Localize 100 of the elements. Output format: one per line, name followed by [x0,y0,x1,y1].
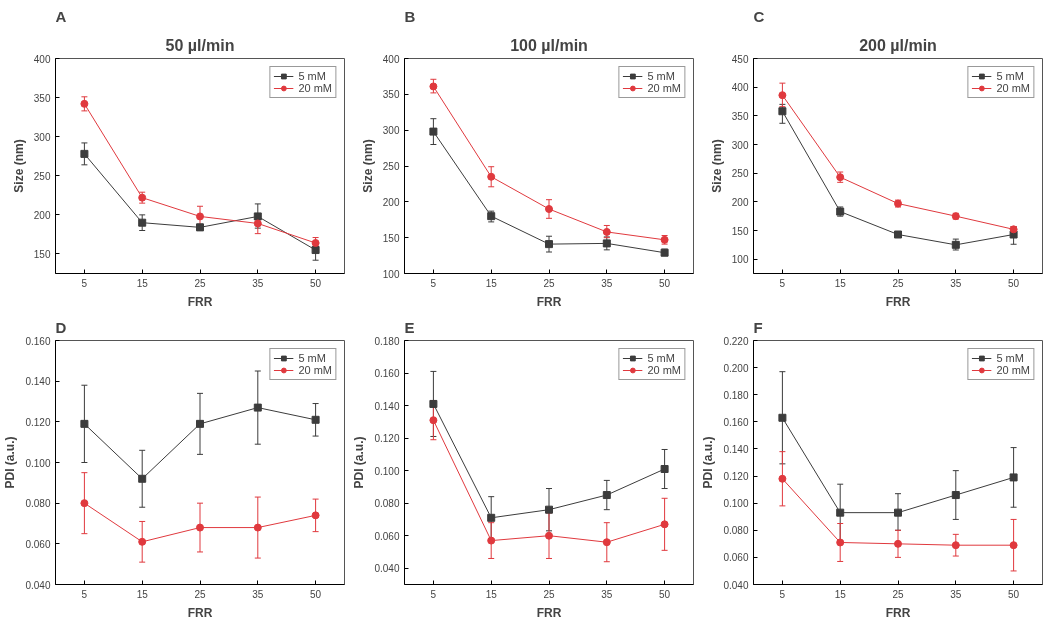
y-tick-label: 100 [382,268,400,280]
y-tick-label: 350 [382,89,400,101]
x-tick-label: 35 [950,588,962,600]
y-tick-label: 0.120 [374,433,400,445]
chart-title: E [404,318,415,336]
y-tick-label: 0.080 [25,498,51,510]
y-tick-label: 300 [33,131,51,143]
y-tick-label: 200 [33,209,51,221]
y-tick-label: 350 [33,92,51,104]
y-tick-label: 400 [731,82,749,94]
chart-title: F [753,318,763,336]
x-tick-label: 35 [601,588,613,600]
y-tick-label: 300 [382,125,400,137]
x-tick-label: 35 [950,277,962,289]
y-tick-label: 450 [731,53,749,65]
x-tick-label: 25 [194,588,206,600]
x-tick-label: 35 [601,277,613,289]
x-tick-label: 5 [779,277,786,289]
x-tick-label: 50 [659,277,671,289]
x-tick-label: 35 [252,277,264,289]
y-axis-title: PDI (a.u.) [352,436,367,489]
y-tick-label: 0.060 [25,538,51,550]
y-tick-label: 250 [382,161,400,172]
y-tick-label: 150 [382,232,400,244]
legend-label: 5 mM [298,70,326,82]
legend-label: 20 mM [298,82,332,94]
legend-label: 20 mM [647,364,681,376]
legend-label: 5 mM [298,352,326,364]
chart-subtitle: 50 µl/min [165,36,235,54]
x-tick-label: 25 [892,588,904,600]
x-tick-label: 25 [892,277,904,289]
x-tick-label: 50 [310,277,322,289]
y-tick-label: 400 [382,53,400,65]
y-axis-title: Size (nm) [709,139,724,193]
y-tick-label: 0.140 [25,376,51,388]
y-tick-label: 200 [731,196,749,208]
y-tick-label: 350 [731,110,749,122]
legend-label: 20 mM [298,364,332,376]
chart-title: B [404,7,416,25]
y-tick-label: 0.040 [25,579,51,591]
x-tick-label: 15 [136,588,149,600]
y-axis-title: Size (nm) [11,139,26,193]
y-tick-label: 0.040 [374,563,400,575]
x-axis-title: FRR [187,294,213,309]
y-tick-label: 200 [382,196,400,208]
y-axis-title: PDI (a.u.) [701,436,716,489]
x-tick-label: 25 [543,588,555,600]
y-tick-label: 250 [33,170,51,182]
y-tick-label: 0.100 [25,457,51,469]
y-tick-label: 100 [731,254,749,266]
y-axis-title: Size (nm) [360,139,375,193]
legend-label: 5 mM [996,352,1024,364]
y-tick-label: 400 [33,53,51,65]
y-tick-label: 0.100 [374,465,400,477]
y-tick-label: 0.120 [25,416,51,428]
y-tick-label: 0.200 [723,362,749,374]
x-tick-label: 5 [430,277,437,289]
x-axis-title: FRR [536,605,562,620]
x-tick-label: 15 [485,588,498,600]
y-tick-label: 0.140 [374,400,400,412]
x-axis-title: FRR [536,294,562,309]
x-tick-label: 50 [659,588,671,600]
x-tick-label: 50 [1008,588,1020,600]
y-tick-label: 0.220 [723,335,749,347]
chart-title: A [55,7,67,25]
y-tick-label: 0.160 [25,335,51,347]
y-tick-label: 150 [33,248,51,260]
chart-subtitle: 100 µl/min [510,36,588,54]
chart-title: C [753,7,765,25]
x-tick-label: 5 [779,588,786,600]
y-tick-label: 0.100 [723,498,749,510]
y-tick-label: 0.160 [374,368,400,380]
x-tick-label: 15 [136,277,149,289]
y-axis-title: PDI (a.u.) [3,436,18,489]
y-tick-label: 0.160 [723,416,749,428]
x-tick-label: 5 [81,588,88,600]
y-tick-label: 250 [731,168,749,180]
legend-label: 20 mM [996,82,1030,94]
y-tick-label: 0.180 [374,335,400,347]
y-tick-label: 0.040 [723,579,749,591]
legend-label: 5 mM [647,70,675,82]
y-tick-label: 0.180 [723,389,749,401]
x-tick-label: 35 [252,588,264,600]
x-tick-label: 50 [310,588,322,600]
x-tick-label: 5 [430,588,437,600]
chart-title: D [55,318,67,336]
x-tick-label: 15 [834,588,847,600]
x-tick-label: 15 [834,277,847,289]
x-axis-title: FRR [885,605,911,620]
y-tick-label: 0.080 [374,498,400,510]
y-tick-label: 0.120 [723,471,749,483]
x-tick-label: 25 [543,277,555,289]
y-tick-label: 300 [731,139,749,151]
legend-label: 20 mM [647,82,681,94]
x-axis-title: FRR [187,605,213,620]
x-tick-label: 15 [485,277,498,289]
y-tick-label: 150 [731,225,749,237]
legend-label: 5 mM [647,352,675,364]
chart-subtitle: 200 µl/min [859,36,937,54]
y-tick-label: 0.060 [723,552,749,564]
